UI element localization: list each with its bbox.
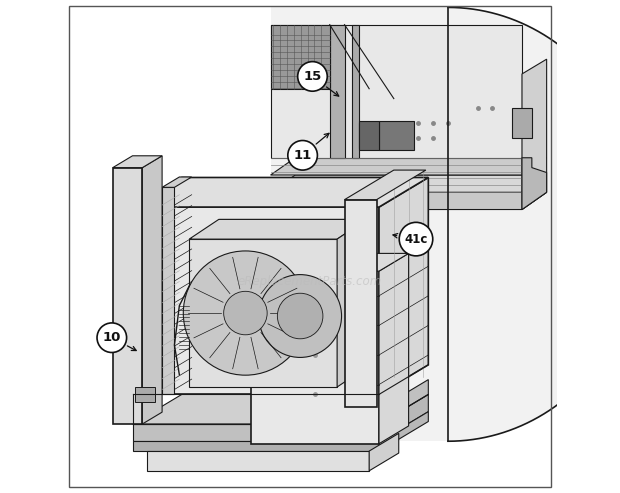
Circle shape	[184, 251, 308, 375]
Polygon shape	[270, 175, 547, 192]
Circle shape	[259, 275, 342, 357]
Circle shape	[277, 293, 323, 339]
Polygon shape	[113, 156, 162, 168]
Polygon shape	[270, 158, 547, 175]
Bar	[135, 387, 155, 402]
Polygon shape	[379, 412, 428, 451]
Polygon shape	[270, 25, 522, 158]
Polygon shape	[133, 177, 428, 207]
Polygon shape	[522, 59, 547, 210]
Bar	[512, 108, 532, 138]
Text: 10: 10	[103, 331, 121, 344]
Polygon shape	[162, 187, 174, 394]
Polygon shape	[379, 380, 428, 424]
Circle shape	[288, 141, 317, 170]
Polygon shape	[379, 394, 428, 441]
Circle shape	[97, 323, 126, 352]
Polygon shape	[345, 200, 376, 407]
Polygon shape	[330, 25, 345, 158]
Polygon shape	[379, 177, 428, 394]
Polygon shape	[133, 394, 428, 424]
Polygon shape	[251, 253, 409, 271]
Polygon shape	[270, 7, 448, 441]
Text: 41c: 41c	[404, 233, 428, 246]
Text: 11: 11	[293, 149, 312, 162]
Polygon shape	[379, 253, 409, 444]
Polygon shape	[270, 192, 547, 210]
Polygon shape	[133, 424, 379, 441]
Polygon shape	[345, 170, 426, 200]
Polygon shape	[162, 177, 192, 187]
Polygon shape	[337, 219, 366, 387]
Circle shape	[298, 62, 327, 91]
Circle shape	[399, 222, 433, 256]
Bar	[360, 123, 384, 148]
Polygon shape	[352, 25, 360, 158]
Polygon shape	[369, 433, 399, 471]
Text: eReplacementParts.com: eReplacementParts.com	[238, 275, 382, 287]
Polygon shape	[360, 121, 379, 150]
Polygon shape	[219, 219, 366, 367]
Polygon shape	[133, 441, 379, 451]
Polygon shape	[148, 451, 369, 471]
Polygon shape	[448, 7, 620, 441]
Polygon shape	[270, 25, 330, 89]
Polygon shape	[189, 239, 337, 387]
Bar	[379, 121, 414, 150]
Polygon shape	[113, 168, 143, 424]
Polygon shape	[522, 158, 547, 210]
Polygon shape	[189, 219, 366, 239]
Circle shape	[224, 291, 267, 335]
Polygon shape	[143, 156, 162, 424]
Text: 15: 15	[303, 70, 322, 83]
Polygon shape	[251, 271, 379, 444]
Polygon shape	[133, 207, 379, 394]
